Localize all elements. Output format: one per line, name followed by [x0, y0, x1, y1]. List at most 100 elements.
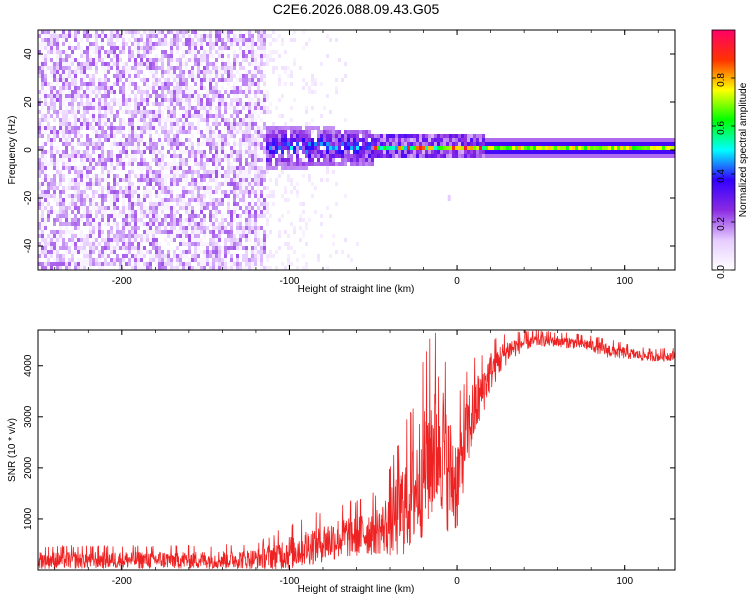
heatmap-cell: [110, 234, 113, 238]
heatmap-cell: [125, 222, 128, 226]
heatmap-cell: [53, 190, 56, 194]
heatmap-cell: [161, 254, 164, 258]
heatmap-cell: [95, 222, 98, 226]
heatmap-cell: [626, 138, 629, 142]
heatmap-cell: [137, 30, 140, 34]
heatmap-cell: [173, 126, 176, 130]
heatmap-cell: [221, 150, 224, 154]
heatmap-cell: [242, 42, 245, 46]
heatmap-cell: [281, 214, 284, 218]
heatmap-cell: [236, 206, 239, 210]
heatmap-cell: [530, 150, 533, 154]
heatmap-cell: [191, 78, 194, 82]
heatmap-cell: [65, 106, 68, 110]
heatmap-cell: [122, 98, 125, 102]
heatmap-cell: [302, 174, 305, 178]
heatmap-cell: [170, 262, 173, 266]
heatmap-cell: [68, 222, 71, 226]
heatmap-cell: [92, 246, 95, 250]
heatmap-cell: [527, 142, 530, 146]
heatmap-cell: [239, 218, 242, 222]
heatmap-cell: [194, 266, 197, 270]
heatmap-cell: [257, 234, 260, 238]
heatmap-cell: [62, 258, 65, 262]
heatmap-cell: [212, 62, 215, 66]
heatmap-cell: [137, 174, 140, 178]
heatmap-cell: [116, 38, 119, 42]
heatmap-cell: [131, 170, 134, 174]
heatmap-cell: [167, 78, 170, 82]
heatmap-cell: [161, 118, 164, 122]
heatmap-cell: [308, 86, 311, 90]
heatmap-cell: [230, 102, 233, 106]
heatmap-cell: [167, 138, 170, 142]
heatmap-cell: [215, 70, 218, 74]
heatmap-cell: [185, 150, 188, 154]
heatmap-cell: [260, 46, 263, 50]
heatmap-cell: [281, 158, 284, 162]
heatmap-cell: [140, 58, 143, 62]
heatmap-cell: [197, 126, 200, 130]
heatmap-cell: [152, 214, 155, 218]
heatmap-cell: [230, 218, 233, 222]
heatmap-cell: [251, 266, 254, 270]
heatmap-cell: [131, 206, 134, 210]
heatmap-cell: [269, 138, 272, 142]
heatmap-cell: [284, 126, 287, 130]
heatmap-cell: [356, 142, 359, 146]
heatmap-cell: [128, 126, 131, 130]
heatmap-cell: [368, 146, 371, 150]
heatmap-cell: [251, 90, 254, 94]
heatmap-cell: [149, 42, 152, 46]
heatmap-cell: [221, 114, 224, 118]
heatmap-cell: [209, 50, 212, 54]
heatmap-cell: [95, 138, 98, 142]
heatmap-cell: [242, 198, 245, 202]
heatmap-cell: [320, 162, 323, 166]
heatmap-cell: [293, 98, 296, 102]
heatmap-cell: [494, 138, 497, 142]
heatmap-cell: [161, 262, 164, 266]
heatmap-cell: [194, 114, 197, 118]
heatmap-cell: [305, 142, 308, 146]
heatmap-cell: [149, 214, 152, 218]
heatmap-cell: [41, 202, 44, 206]
heatmap-cell: [128, 134, 131, 138]
heatmap-cell: [65, 230, 68, 234]
heatmap-cell: [245, 254, 248, 258]
heatmap-cell: [188, 206, 191, 210]
heatmap-cell: [215, 30, 218, 34]
heatmap-cell: [74, 150, 77, 154]
heatmap-cell: [62, 142, 65, 146]
heatmap-cell: [179, 250, 182, 254]
heatmap-cell: [170, 38, 173, 42]
heatmap-cell: [251, 198, 254, 202]
heatmap-cell: [314, 78, 317, 82]
heatmap-cell: [296, 130, 299, 134]
heatmap-cell: [236, 122, 239, 126]
heatmap-cell: [176, 210, 179, 214]
heatmap-cell: [89, 102, 92, 106]
heatmap-cell: [80, 134, 83, 138]
heatmap-cell: [56, 94, 59, 98]
heatmap-cell: [47, 42, 50, 46]
heatmap-cell: [62, 82, 65, 86]
heatmap-cell: [152, 74, 155, 78]
heatmap-cell: [302, 46, 305, 50]
heatmap-cell: [164, 214, 167, 218]
heatmap-cell: [161, 54, 164, 58]
heatmap-cell: [650, 138, 653, 142]
heatmap-cell: [92, 138, 95, 142]
heatmap-cell: [119, 130, 122, 134]
heatmap-cell: [416, 150, 419, 154]
heatmap-cell: [173, 34, 176, 38]
heatmap-cell: [56, 62, 59, 66]
heatmap-cell: [248, 262, 251, 266]
heatmap-cell: [53, 182, 56, 186]
heatmap-cell: [350, 142, 353, 146]
heatmap-cell: [218, 74, 221, 78]
heatmap-cell: [236, 222, 239, 226]
heatmap-cell: [68, 102, 71, 106]
heatmap-cell: [59, 122, 62, 126]
heatmap-cell: [116, 230, 119, 234]
